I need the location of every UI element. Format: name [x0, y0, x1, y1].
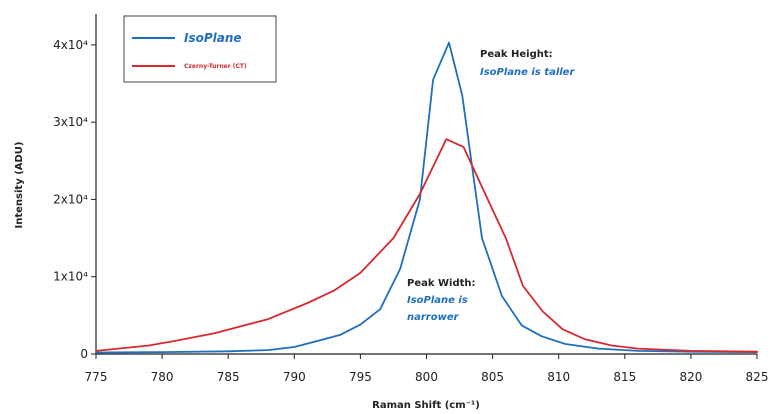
annotation-peak-height: Peak Height: IsoPlane is taller — [480, 49, 575, 78]
x-tick-label: 795 — [349, 370, 372, 384]
x-tick-label: 805 — [481, 370, 504, 384]
legend-label-czerny-turner: Czerny-Turner (CT) — [184, 63, 247, 70]
annotation-peak-height-text: IsoPlane is taller — [480, 67, 575, 78]
x-tick-label: 785 — [217, 370, 240, 384]
x-tick-label: 790 — [283, 370, 306, 384]
x-tick-label: 780 — [151, 370, 174, 384]
x-tick-label: 815 — [613, 370, 636, 384]
legend-label-isoplane: IsoPlane — [184, 31, 242, 45]
annotation-peak-width-text-1: IsoPlane is — [407, 295, 468, 306]
annotation-peak-width-heading: Peak Width: — [407, 278, 476, 289]
series-line-czerny-turner — [95, 138, 758, 353]
y-tick-label: 2x10⁴ — [53, 192, 88, 206]
y-axis-label: Intensity (ADU) — [14, 142, 25, 229]
x-axis-label: Raman Shift (cm⁻¹) — [372, 400, 480, 411]
legend-box — [123, 15, 277, 83]
y-tick-label: 4x10⁴ — [53, 38, 88, 52]
x-tick-label: 775 — [85, 370, 108, 384]
series-line-isoplane — [95, 41, 758, 354]
y-tick-label: 0 — [80, 347, 88, 361]
annotation-peak-width-text-2: narrower — [407, 312, 460, 323]
x-tick-label: 800 — [415, 370, 438, 384]
annotation-peak-width: Peak Width: IsoPlane is narrower — [407, 278, 476, 323]
legend: IsoPlane Czerny-Turner (CT) — [123, 15, 277, 83]
y-tick-label: 3x10⁴ — [53, 115, 88, 129]
x-tick-label: 820 — [679, 370, 702, 384]
annotation-peak-height-heading: Peak Height: — [480, 49, 553, 60]
x-tick-label: 810 — [547, 370, 570, 384]
y-tick-label: 1x10⁴ — [53, 270, 88, 284]
x-tick-label: 825 — [746, 370, 769, 384]
